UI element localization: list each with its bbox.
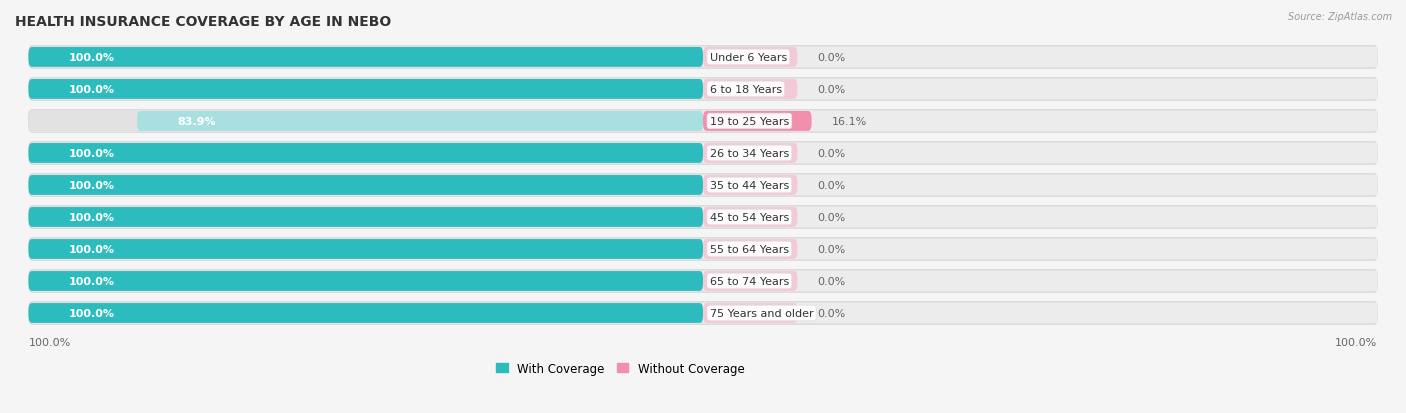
Text: Under 6 Years: Under 6 Years [710,53,787,63]
Text: 16.1%: 16.1% [832,116,868,127]
Text: 0.0%: 0.0% [818,53,846,63]
FancyBboxPatch shape [28,144,703,164]
Text: 100.0%: 100.0% [69,308,115,318]
FancyBboxPatch shape [28,207,703,227]
FancyBboxPatch shape [703,207,797,227]
Text: 0.0%: 0.0% [818,212,846,223]
Text: 83.9%: 83.9% [177,116,217,127]
FancyBboxPatch shape [703,240,1378,259]
Text: 0.0%: 0.0% [818,244,846,254]
Text: 100.0%: 100.0% [69,149,115,159]
Text: 35 to 44 Years: 35 to 44 Years [710,180,789,190]
Text: 100.0%: 100.0% [69,85,115,95]
FancyBboxPatch shape [28,80,703,100]
Text: 65 to 74 Years: 65 to 74 Years [710,276,789,286]
FancyBboxPatch shape [703,48,797,68]
Text: 0.0%: 0.0% [818,180,846,190]
Text: 100.0%: 100.0% [1336,337,1378,347]
FancyBboxPatch shape [703,240,797,259]
Legend: With Coverage, Without Coverage: With Coverage, Without Coverage [496,362,745,375]
FancyBboxPatch shape [703,80,797,100]
FancyBboxPatch shape [28,142,1378,165]
FancyBboxPatch shape [28,174,1378,197]
Text: 100.0%: 100.0% [69,53,115,63]
FancyBboxPatch shape [703,303,1378,323]
Text: 6 to 18 Years: 6 to 18 Years [710,85,782,95]
Text: 26 to 34 Years: 26 to 34 Years [710,149,789,159]
Text: 100.0%: 100.0% [69,212,115,223]
FancyBboxPatch shape [28,48,703,68]
FancyBboxPatch shape [28,301,1378,325]
Text: Source: ZipAtlas.com: Source: ZipAtlas.com [1288,12,1392,22]
FancyBboxPatch shape [703,144,1378,164]
FancyBboxPatch shape [703,271,797,291]
Text: 100.0%: 100.0% [69,180,115,190]
FancyBboxPatch shape [703,80,1378,100]
FancyBboxPatch shape [138,112,703,131]
Text: 100.0%: 100.0% [28,337,70,347]
FancyBboxPatch shape [703,176,797,195]
FancyBboxPatch shape [703,112,811,131]
FancyBboxPatch shape [28,110,1378,133]
Text: 75 Years and older: 75 Years and older [710,308,813,318]
FancyBboxPatch shape [28,240,703,259]
FancyBboxPatch shape [28,238,1378,261]
Text: 100.0%: 100.0% [69,276,115,286]
FancyBboxPatch shape [703,303,797,323]
FancyBboxPatch shape [28,270,1378,293]
FancyBboxPatch shape [28,78,1378,101]
Text: 19 to 25 Years: 19 to 25 Years [710,116,789,127]
FancyBboxPatch shape [703,144,797,164]
FancyBboxPatch shape [703,112,1378,131]
Text: 0.0%: 0.0% [818,308,846,318]
Text: 0.0%: 0.0% [818,149,846,159]
Text: 100.0%: 100.0% [69,244,115,254]
FancyBboxPatch shape [703,271,1378,291]
FancyBboxPatch shape [703,207,1378,227]
FancyBboxPatch shape [28,176,703,195]
FancyBboxPatch shape [28,303,703,323]
Text: HEALTH INSURANCE COVERAGE BY AGE IN NEBO: HEALTH INSURANCE COVERAGE BY AGE IN NEBO [15,15,391,29]
FancyBboxPatch shape [703,176,1378,195]
Text: 55 to 64 Years: 55 to 64 Years [710,244,789,254]
FancyBboxPatch shape [703,48,1378,68]
FancyBboxPatch shape [28,46,1378,69]
Text: 0.0%: 0.0% [818,276,846,286]
FancyBboxPatch shape [28,206,1378,229]
FancyBboxPatch shape [28,271,703,291]
Text: 45 to 54 Years: 45 to 54 Years [710,212,789,223]
Text: 0.0%: 0.0% [818,85,846,95]
